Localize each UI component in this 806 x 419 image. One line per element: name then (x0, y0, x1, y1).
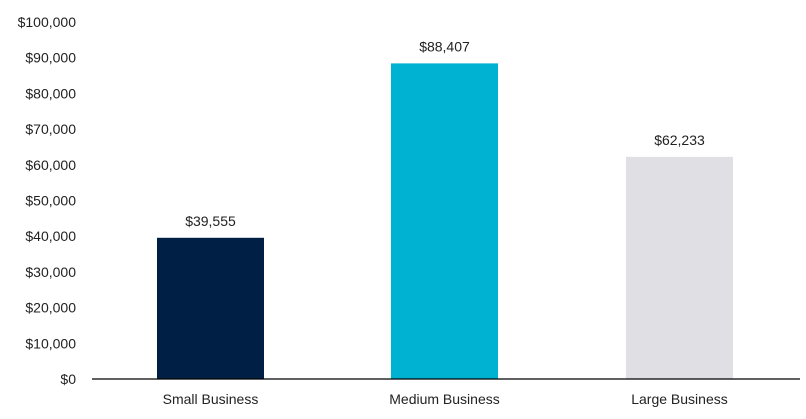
y-tick-label: $80,000 (25, 85, 76, 101)
y-axis: $0 $10,000 $20,000 $30,000 $40,000 $50,000 $60… (18, 14, 77, 387)
y-tick-label: $40,000 (25, 228, 76, 244)
y-tick-label: $20,000 (25, 300, 76, 316)
x-tick-label: Medium Business (389, 391, 500, 407)
y-tick-label: $50,000 (25, 193, 76, 209)
data-label: $62,233 (654, 132, 705, 148)
data-label: $39,555 (185, 213, 236, 229)
y-tick-label: $10,000 (25, 335, 76, 351)
data-label: $88,407 (419, 38, 470, 54)
bars: $39,555 $88,407 $62,233 (157, 38, 733, 379)
bar-small-business (157, 237, 264, 379)
x-axis: Small Business Medium Business Large Busin… (163, 391, 728, 407)
y-tick-label: $90,000 (25, 50, 76, 66)
bar-large-business (626, 156, 733, 379)
y-tick-label: $100,000 (18, 14, 77, 30)
y-tick-label: $60,000 (25, 157, 76, 173)
bar-medium-business (391, 63, 498, 379)
y-tick-label: $30,000 (25, 264, 76, 280)
y-tick-label: $0 (60, 371, 76, 387)
x-tick-label: Small Business (163, 391, 259, 407)
x-tick-label: Large Business (631, 391, 728, 407)
y-tick-label: $70,000 (25, 121, 76, 137)
